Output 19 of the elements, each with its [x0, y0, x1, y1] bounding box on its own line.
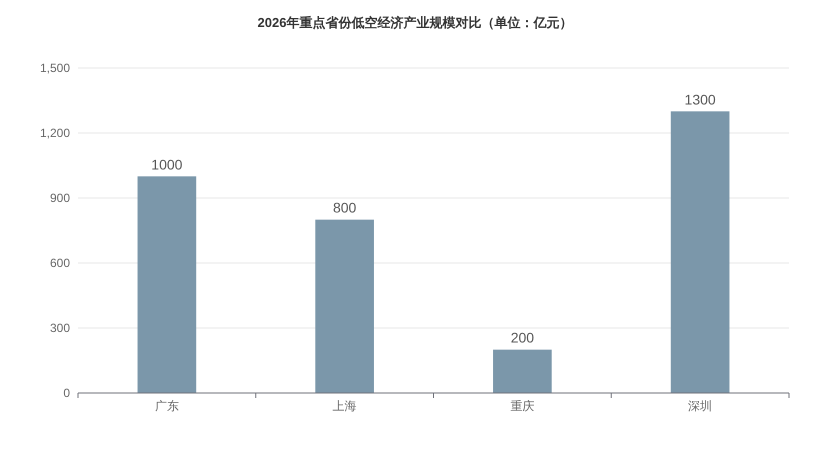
bar [493, 350, 552, 393]
y-tick-label: 1,200 [40, 126, 70, 140]
x-tick-label: 上海 [332, 399, 357, 413]
bar [315, 220, 374, 393]
data-label: 800 [332, 200, 357, 216]
chart-title: 2026年重点省份低空经济产业规模对比（单位：亿元） [258, 15, 572, 30]
y-tick-label: 0 [63, 386, 70, 400]
x-tick-label: 重庆 [510, 399, 534, 413]
y-tick-label: 1,500 [40, 61, 70, 76]
bar [138, 176, 196, 393]
bar [670, 111, 730, 393]
y-tick-label: 300 [50, 321, 70, 336]
data-label: 1300 [684, 91, 716, 108]
y-tick-label: 900 [50, 191, 70, 206]
data-label: 1000 [151, 156, 183, 172]
y-tick-label: 600 [50, 256, 70, 270]
data-label: 200 [510, 330, 534, 346]
x-tick-label: 深圳 [688, 399, 712, 413]
x-tick-label: 广东 [154, 399, 179, 413]
